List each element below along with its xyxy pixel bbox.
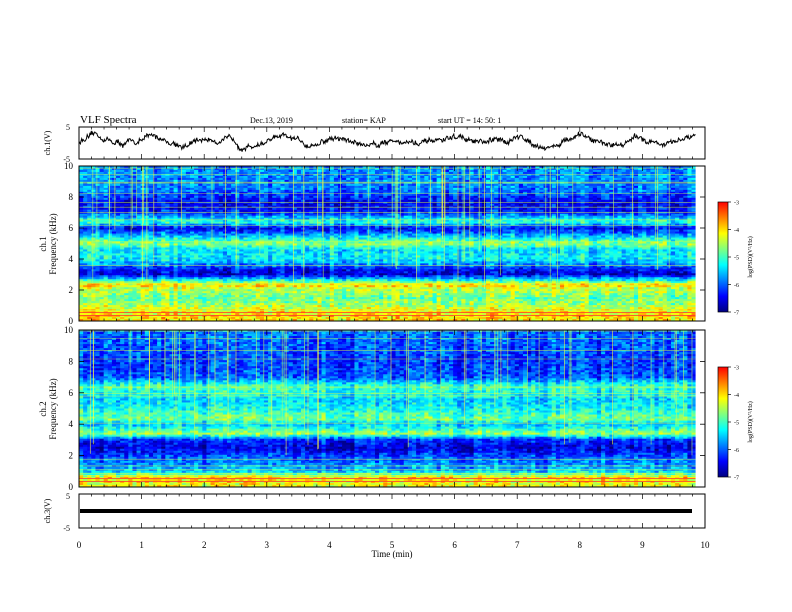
ch2-spec-ylabel-top: ch.2 — [38, 401, 48, 416]
header-date: Dec.13, 2019 — [250, 116, 293, 125]
xtick-label: 5 — [390, 540, 395, 550]
colorbar-tick-label: -4 — [734, 393, 739, 399]
ch1-waveform-panel: 5 -5 ch.1(V) — [43, 123, 706, 164]
ch2-colorbar-gradient — [717, 366, 729, 478]
xtick-label: 8 — [578, 540, 583, 550]
ytick-label: 8 — [69, 192, 74, 202]
ytick-label: 2 — [69, 451, 74, 461]
ch2-yticks: 0 2 4 6 8 10 — [64, 325, 705, 492]
ch1-spectrogram-image — [79, 166, 705, 322]
colorbar-tick-label: -5 — [734, 256, 739, 262]
ch1-spec-ylabel: Frequency (kHz) — [48, 213, 58, 274]
ytick-label: 10 — [64, 325, 74, 335]
colorbar-tick-label: -6 — [734, 448, 739, 454]
colorbar-tick-label: -6 — [734, 283, 739, 289]
xtick-label: 10 — [701, 540, 711, 550]
ch1-ylabel: ch.1(V) — [43, 130, 52, 155]
ch1-spectrogram-panel: 0 2 4 6 8 10 ch.1 Frequency (kHz) — [38, 161, 706, 326]
ytick-label: 0 — [69, 316, 74, 326]
ch1-colorbar-label: log(PSD)(V²/Hz) — [747, 236, 754, 277]
ch3-ylabel: ch.3(V) — [43, 498, 52, 523]
ytick-label: 6 — [69, 223, 74, 233]
header-station: station= KAP — [342, 116, 386, 125]
ytick-label: 4 — [69, 419, 74, 429]
x-axis: 0 1 2 3 4 5 6 7 8 9 10 — [77, 127, 710, 550]
ch2-spectrogram-image — [79, 330, 705, 488]
xtick-label: 9 — [640, 540, 645, 550]
colorbar-tick-label: -4 — [734, 228, 739, 234]
colorbar-tick-label: -7 — [734, 476, 739, 482]
ch1-spec-ylabel-top: ch.1 — [38, 236, 48, 251]
ch2-colorbar-label: log(PSD)(V²/Hz) — [747, 401, 754, 442]
xtick-label: 7 — [515, 540, 520, 550]
ytick-label: 10 — [64, 161, 74, 171]
ch2-spec-ylabel: Frequency (kHz) — [48, 378, 58, 439]
ch2-colorbar-ticks: -3 -4 -5 -6 -7 — [728, 366, 739, 482]
figure-title: VLF Spectra — [80, 114, 137, 126]
colorbar-tick-label: -3 — [734, 366, 739, 372]
ytick-label: 4 — [69, 254, 74, 264]
ch1-ytick-bottom: -5 — [63, 155, 70, 164]
ytick-label: 0 — [69, 482, 74, 492]
header-start: start UT = 14: 50: 1 — [438, 116, 501, 125]
ch1-colorbar-gradient — [717, 201, 729, 313]
ch1-colorbar-ticks: -3 -4 -5 -6 -7 — [728, 201, 739, 317]
ch2-colorbar: -3 -4 -5 -6 -7 log(PSD)(V²/Hz) — [717, 366, 754, 482]
ytick-label: 2 — [69, 285, 74, 295]
colorbar-tick-label: -7 — [734, 311, 739, 317]
xtick-label: 6 — [452, 540, 457, 550]
ch3-waveform-panel: 5 -5 ch.3(V) — [43, 492, 706, 533]
ch1-yticks: 0 2 4 6 8 10 — [64, 161, 705, 326]
x-axis-label: Time (min) — [372, 549, 413, 559]
ch2-spectrogram-panel: 0 2 4 6 8 10 ch.2 Frequency (kHz) — [38, 325, 706, 492]
ch3-waveform-trace — [80, 509, 692, 513]
ch1-ytick-top: 5 — [66, 123, 70, 132]
ch3-ytick-top: 5 — [66, 492, 70, 501]
ytick-label: 8 — [69, 356, 74, 366]
ch3-ytick-bottom: -5 — [63, 524, 70, 533]
xtick-label: 1 — [139, 540, 144, 550]
colorbar-tick-label: -5 — [734, 421, 739, 427]
xtick-label: 0 — [77, 540, 82, 550]
colorbar-tick-label: -3 — [734, 201, 739, 207]
ch1-waveform-trace — [78, 130, 696, 153]
ytick-label: 6 — [69, 388, 74, 398]
xtick-label: 2 — [202, 540, 207, 550]
xtick-label: 4 — [327, 540, 332, 550]
ch1-colorbar: -3 -4 -5 -6 -7 log(PSD)(V²/Hz) — [717, 201, 754, 317]
xtick-label: 3 — [265, 540, 270, 550]
